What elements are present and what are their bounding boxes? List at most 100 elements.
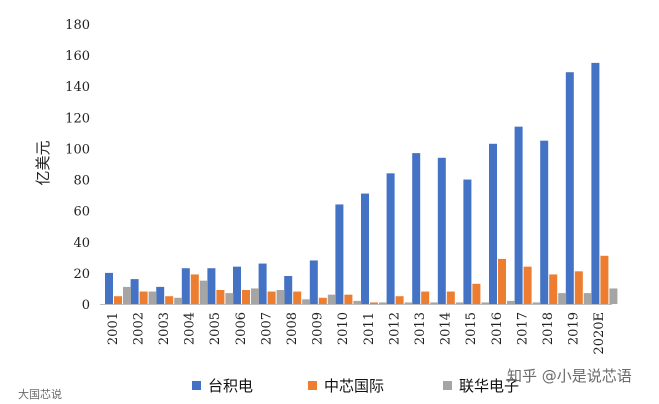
bar-2-2001: [114, 296, 122, 304]
bar-3-2019: [583, 293, 592, 304]
x-tick-label: 2011: [362, 312, 377, 345]
bar-3-2003: [174, 297, 183, 304]
bar-2-2013: [421, 291, 430, 304]
legend: 台积电 中芯国际 联华电子: [192, 377, 519, 395]
x-tick-label: 2020E: [592, 312, 607, 355]
bar-1-2016: [489, 143, 497, 304]
y-tick-label: 160: [65, 49, 90, 64]
bar-1-2009: [309, 260, 318, 304]
bar-3-2017: [532, 302, 541, 304]
bar-1-2005: [207, 268, 216, 304]
y-tick-label: 180: [65, 18, 90, 33]
bar-1-2002: [130, 279, 139, 304]
bar-1-2008: [284, 276, 293, 304]
bar-1-2011: [361, 193, 369, 304]
x-tick-label: 2017: [515, 312, 530, 345]
y-tick-label: 0: [82, 298, 90, 313]
bar-2-2007: [267, 291, 276, 304]
bar-3-2016: [507, 300, 515, 304]
bar-series: [105, 62, 618, 305]
bar-2-2020E: [600, 255, 609, 304]
x-tick-label: 2015: [464, 312, 479, 345]
bar-3-2015: [481, 302, 490, 304]
bar-1-2003: [156, 286, 165, 304]
bar-1-2010: [335, 204, 344, 304]
bar-2-2002: [139, 291, 148, 304]
bar-1-2012: [386, 173, 395, 304]
legend-swatch: [192, 381, 201, 390]
bar-3-2012: [404, 302, 413, 304]
legend-label: 中芯国际: [324, 377, 384, 395]
y-tick-label: 40: [73, 236, 90, 251]
bar-3-2018: [558, 293, 567, 304]
bar-1-2001: [105, 272, 113, 304]
bar-2-2004: [190, 274, 199, 304]
bar-2-2019: [574, 271, 583, 304]
bar-3-2011: [379, 302, 387, 304]
bar-3-2002: [148, 291, 157, 304]
bar-2-2015: [472, 283, 481, 304]
x-tick-label: 2007: [259, 312, 274, 345]
bar-1-2013: [412, 153, 421, 304]
bar-2-2010: [344, 294, 353, 304]
bar-3-2008: [302, 299, 311, 304]
bar-1-2007: [258, 263, 267, 304]
bar-1-2014: [437, 157, 446, 304]
legend-swatch: [308, 381, 317, 390]
x-tick-label: 2012: [387, 312, 402, 345]
y-tick-label: 120: [65, 111, 90, 126]
x-tick-label: 2003: [157, 312, 172, 345]
x-tick-label: 2009: [311, 312, 326, 345]
x-axis-ticks: 2001 2002 2003 2004 2005 2006 2007 2008 2009 2010…: [106, 312, 607, 355]
x-tick-label: 2001: [106, 312, 121, 345]
x-tick-label: 2008: [285, 312, 300, 345]
x-tick-label: 2014: [439, 312, 454, 345]
watermark-right: 知乎 @小是说芯语: [507, 367, 632, 385]
bar-2-2006: [242, 290, 250, 304]
y-axis-ticks: 0 20 40 60 80 100 120 140 160 180: [65, 18, 90, 313]
bar-2-2003: [165, 296, 174, 304]
bar-1-2015: [463, 179, 472, 304]
bar-3-2004: [199, 280, 208, 304]
x-tick-label: 2005: [208, 312, 223, 345]
x-tick-label: 2006: [234, 312, 249, 345]
bar-1-2017: [514, 126, 523, 305]
x-tick-label: 2004: [183, 312, 198, 345]
y-tick-label: 20: [73, 267, 90, 282]
x-tick-label: 2002: [131, 312, 146, 345]
x-tick-label: 2010: [336, 312, 351, 345]
y-axis-label: 亿美元: [34, 140, 52, 185]
bar-2-2008: [293, 291, 302, 304]
bar-2-2011: [370, 302, 378, 304]
y-tick-label: 140: [65, 80, 90, 95]
bar-1-2018: [540, 140, 549, 304]
y-tick-label: 100: [65, 142, 90, 157]
legend-swatch: [443, 381, 452, 390]
x-tick-label: 2016: [490, 312, 505, 345]
bar-1-2019: [565, 72, 574, 304]
bar-1-2020E: [591, 62, 600, 305]
y-tick-label: 60: [73, 205, 90, 220]
bar-2-2009: [318, 297, 327, 304]
legend-label: 联华电子: [459, 377, 519, 395]
bar-1-2006: [233, 266, 241, 304]
bar-2-2018: [549, 274, 558, 304]
bar-3-2001: [123, 286, 131, 304]
bar-2-2017: [523, 266, 532, 304]
bar-3-2006: [251, 288, 259, 304]
bar-3-2014: [455, 302, 464, 304]
bar-3-2013: [430, 302, 439, 304]
bar-3-2005: [225, 293, 234, 304]
bar-2-2012: [395, 296, 404, 304]
bar-1-2004: [181, 268, 190, 304]
bar-3-2009: [327, 294, 336, 304]
y-tick-label: 80: [73, 174, 90, 189]
x-tick-label: 2019: [567, 312, 582, 345]
bar-2-2016: [498, 258, 506, 304]
bar-2-2014: [446, 291, 455, 304]
watermark-left: 大国芯说: [18, 387, 62, 401]
bar-2-2005: [216, 290, 225, 304]
x-tick-label: 2018: [541, 312, 556, 345]
bar-3-2007: [276, 290, 285, 304]
